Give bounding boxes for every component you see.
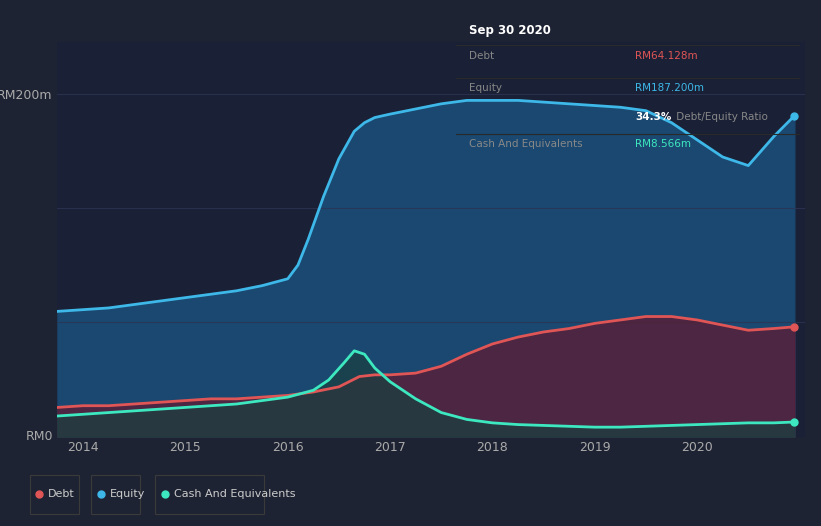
- Text: 34.3%: 34.3%: [635, 113, 672, 123]
- Bar: [155, 475, 264, 514]
- Text: RM8.566m: RM8.566m: [635, 139, 691, 149]
- Bar: [30, 475, 79, 514]
- Text: RM64.128m: RM64.128m: [635, 50, 698, 60]
- Text: Sep 30 2020: Sep 30 2020: [470, 24, 552, 37]
- Text: Equity: Equity: [110, 489, 145, 500]
- Text: Equity: Equity: [470, 83, 502, 93]
- Text: RM187.200m: RM187.200m: [635, 83, 704, 93]
- Text: RM0: RM0: [26, 430, 53, 443]
- Text: Debt: Debt: [48, 489, 75, 500]
- Text: Debt: Debt: [470, 50, 494, 60]
- Bar: [91, 475, 140, 514]
- Text: Debt/Equity Ratio: Debt/Equity Ratio: [673, 113, 768, 123]
- Text: Cash And Equivalents: Cash And Equivalents: [470, 139, 583, 149]
- Text: Cash And Equivalents: Cash And Equivalents: [174, 489, 296, 500]
